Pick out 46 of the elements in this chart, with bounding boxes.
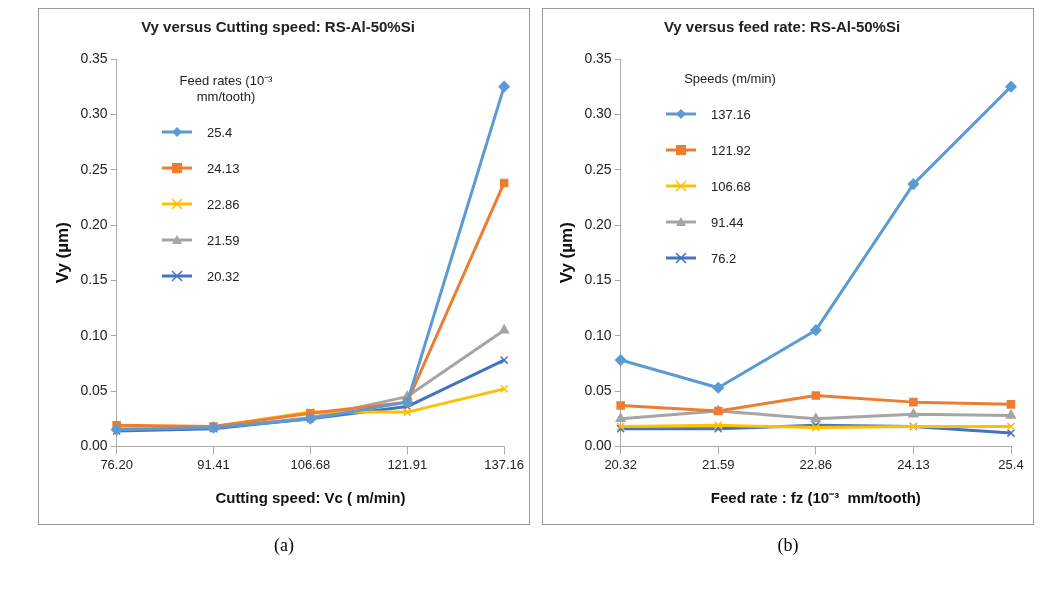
- y-tick-label: 0.05: [584, 381, 612, 398]
- y-tick-label: 0.35: [80, 49, 108, 66]
- x-axis-title: Cutting speed: Vc ( m/min): [215, 489, 406, 507]
- x-tick-label: 25.4: [998, 456, 1024, 472]
- x-tick-label: 22.86: [799, 456, 833, 472]
- text: (a): [273, 535, 295, 556]
- y-tick-label: 0.05: [80, 381, 108, 398]
- chart-title: Vy versus feed rate: RS-Al-50%Si: [663, 18, 901, 36]
- y-tick-label: 0.20: [584, 215, 612, 232]
- y-axis-title: Vy (µm): [556, 222, 576, 284]
- y-tick-label: 0.15: [584, 271, 612, 288]
- y-tick-label: 0.00: [80, 437, 108, 454]
- y-tick-label: 0.10: [80, 326, 108, 343]
- legend-label: 21.59: [207, 232, 240, 248]
- x-tick-label: 21.59: [701, 456, 735, 472]
- y-axis-title: Vy (µm): [52, 222, 72, 284]
- x-tick-label: 106.68: [290, 456, 331, 472]
- x-tick-label: 121.91: [387, 456, 428, 472]
- x-tick-label: 91.41: [197, 456, 230, 472]
- legend-label: 91.44: [711, 214, 744, 230]
- y-tick-label: 0.20: [80, 215, 108, 232]
- x-tick-label: 24.13: [897, 456, 930, 472]
- y-tick-label: 0.30: [584, 105, 612, 122]
- x-tick-label: 76.20: [100, 456, 133, 472]
- y-tick-label: 0.35: [584, 49, 612, 66]
- legend-label: 137.16: [711, 106, 751, 122]
- legend-label: 20.32: [207, 268, 240, 284]
- chart-title: Vy versus Cutting speed: RS-Al-50%Si: [141, 18, 415, 36]
- y-tick-label: 0.00: [584, 437, 612, 454]
- legend-label: 24.13: [207, 160, 240, 176]
- legend-label: 76.2: [711, 250, 737, 266]
- x-axis-title: Feed rate : fz (10⁻³ mm/tooth): [710, 489, 921, 507]
- legend-label: 25.4: [207, 124, 233, 140]
- y-tick-label: 0.10: [584, 326, 612, 343]
- legend-label: 121.92: [711, 142, 751, 158]
- x-tick-label: 20.32: [604, 456, 637, 472]
- x-tick-label: 137.16: [484, 456, 524, 472]
- y-tick-label: 0.30: [80, 105, 108, 122]
- legend-title: Speeds (m/min): [683, 71, 777, 86]
- legend-title: Feed rates (10⁻³ mm/tooth): [178, 72, 274, 104]
- legend-label: 22.86: [207, 196, 240, 212]
- text: (b): [776, 535, 800, 556]
- y-tick-label: 0.25: [584, 160, 612, 177]
- y-tick-label: 0.15: [80, 271, 108, 288]
- y-tick-label: 0.25: [80, 160, 108, 177]
- legend-label: 106.68: [711, 178, 751, 194]
